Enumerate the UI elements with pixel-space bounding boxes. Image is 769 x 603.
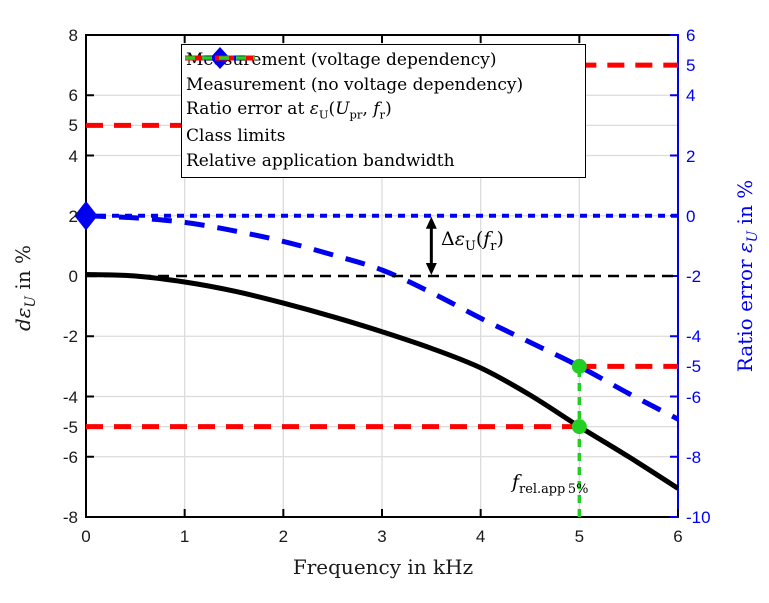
x-axis-label: Frequency in kHz: [292, 555, 474, 579]
y-left-tick-label-2: 2: [68, 206, 78, 226]
x-tick-label-4: 4: [475, 527, 486, 546]
legend-item-measurement-no-voltage-dependency: Measurement (no voltage dependency): [185, 55, 581, 98]
y-right-tick-label-5: 5: [686, 56, 696, 76]
y-left-tick-label--4: -4: [62, 387, 78, 407]
f-rel-app-annotation: frel.app 5%: [512, 471, 589, 497]
y-right-tick-label-2: 2: [686, 146, 696, 166]
x-tick-label-6: 6: [673, 527, 683, 546]
ratio-error-diamond-marker: [74, 200, 98, 231]
y-left-tick-label-0: 0: [68, 267, 78, 286]
delta-arrow-head-top: [425, 216, 437, 229]
y-left-tick-label--6: -6: [62, 447, 78, 467]
y-right-tick-label--4: -4: [686, 327, 702, 347]
x-tick-label-3: 3: [377, 527, 387, 546]
delta-arrow-head-bottom: [425, 263, 437, 275]
x-tick-label-0: 0: [81, 527, 91, 546]
y-left-tick-label--8: -8: [62, 508, 78, 527]
y-right-tick-label--8: -8: [686, 447, 702, 467]
legend-label: Relative application bandwidth: [186, 151, 455, 171]
series-measurement-no-voltage-dependency: [85, 213, 680, 422]
y-left-tick-label--2: -2: [62, 327, 78, 347]
y-right-tick-label--10: -10: [686, 508, 711, 527]
legend-item-relative-application-bandwidth: Relative application bandwidth: [185, 56, 581, 174]
legend-item-ratio-error-at-u-upr-fr: Ratio error at εU(Upr, fr): [185, 47, 581, 123]
legend-item-class-limits: Class limits: [185, 55, 581, 149]
legend-label: Ratio error at εU(Upr, fr): [186, 99, 392, 122]
legend-sample-dashed-green: [185, 56, 255, 60]
legend-label: Measurement (voltage dependency): [186, 50, 497, 71]
legend-label: Class limits: [186, 125, 286, 146]
bandwidth-marker-0: [571, 419, 587, 435]
y-right-tick-label--2: -2: [686, 267, 702, 286]
legend-label: Measurement (no voltage dependency): [186, 75, 524, 96]
legend-box: Measurement (voltage dependency) Measurem…: [181, 44, 586, 178]
y-right-tick-label-6: 6: [686, 26, 696, 45]
left-axis-label: dεU in %: [11, 245, 39, 332]
y-right-tick-label--6: -6: [686, 387, 702, 407]
y-left-tick-label-6: 6: [68, 86, 78, 106]
delta-epsilon-annotation: ΔεU(fr): [441, 228, 504, 254]
bandwidth-marker-1: [571, 358, 587, 374]
x-tick-label-2: 2: [278, 527, 289, 546]
right-axis-label: Ratio error εU in %: [733, 179, 761, 373]
x-tick-label-1: 1: [179, 527, 190, 546]
y-right-tick-label-0: 0: [686, 206, 696, 226]
y-left-tick-label--5: -5: [62, 417, 78, 437]
y-left-tick-label-4: 4: [68, 146, 78, 166]
y-right-tick-label--5: -5: [686, 357, 702, 377]
x-tick-label-5: 5: [574, 527, 585, 546]
y-right-tick-label-4: 4: [686, 86, 696, 106]
y-left-tick-label-5: 5: [68, 116, 78, 136]
y-left-tick-label-8: 8: [68, 26, 78, 45]
